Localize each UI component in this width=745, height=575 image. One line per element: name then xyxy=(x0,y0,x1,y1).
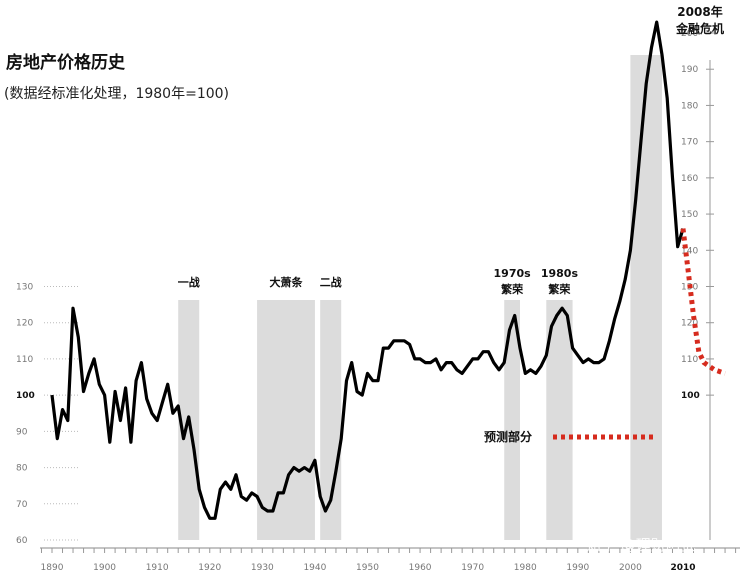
watermark: 知乎 @理财阿批 xyxy=(586,536,696,554)
band-2 xyxy=(320,300,342,540)
x-tick-1980: 1980 xyxy=(514,563,537,573)
y-tick-90: 90 xyxy=(16,427,28,437)
band-label-3-1: 繁荣 xyxy=(500,282,524,296)
band-label-2-0: 二战 xyxy=(320,275,342,289)
y-tick-110: 110 xyxy=(16,355,33,365)
right-tick-150: 150 xyxy=(681,210,698,220)
x-tick-1900: 1900 xyxy=(93,563,116,573)
band-label-3-0: 1970s xyxy=(494,267,532,280)
x-tick-1950: 1950 xyxy=(356,563,379,573)
right-tick-160: 160 xyxy=(681,174,698,184)
x-tick-2000: 2000 xyxy=(619,563,642,573)
x-tick-1930: 1930 xyxy=(251,563,274,573)
forecast-legend-label: 预测部分 xyxy=(484,429,532,444)
y-tick-80: 80 xyxy=(16,464,28,474)
band-label-0-0: 一战 xyxy=(178,275,200,289)
crisis-label-1: 金融危机 xyxy=(675,21,724,36)
x-tick-1940: 1940 xyxy=(303,563,326,573)
band-5 xyxy=(630,55,662,540)
right-tick-110: 110 xyxy=(681,355,698,365)
y-tick-120: 120 xyxy=(16,319,33,329)
x-tick-1960: 1960 xyxy=(409,563,432,573)
y-tick-60: 60 xyxy=(16,536,28,546)
band-label-4-1: 繁荣 xyxy=(547,282,571,296)
x-tick-1890: 1890 xyxy=(41,563,64,573)
x-tick-1970: 1970 xyxy=(461,563,484,573)
right-tick-140: 140 xyxy=(681,246,698,256)
y-tick-70: 70 xyxy=(16,500,28,510)
band-label-1-0: 大萧条 xyxy=(269,275,303,289)
band-1 xyxy=(257,300,315,540)
right-tick-120: 120 xyxy=(681,319,698,329)
chart-title: 房地产价格历史 xyxy=(6,52,126,73)
right-tick-180: 180 xyxy=(681,101,698,111)
right-tick-170: 170 xyxy=(681,138,698,148)
x-tick-1910: 1910 xyxy=(146,563,169,573)
crisis-label-0: 2008年 xyxy=(677,4,722,19)
x-tick-2010: 2010 xyxy=(670,563,695,573)
y-tick-130: 130 xyxy=(16,283,33,293)
x-tick-1920: 1920 xyxy=(198,563,221,573)
right-tick-190: 190 xyxy=(681,65,698,75)
period-bands xyxy=(178,55,662,540)
band-3 xyxy=(504,300,520,540)
band-label-4-0: 1980s xyxy=(541,267,579,280)
chart-subtitle: (数据经标准化处理，1980年=100) xyxy=(4,86,229,102)
x-tick-1990: 1990 xyxy=(566,563,589,573)
price-line xyxy=(50,20,685,520)
series-layer xyxy=(50,20,726,520)
y-tick-100: 100 xyxy=(16,391,35,401)
forecast-line xyxy=(680,228,726,376)
right-tick-200: 200 xyxy=(681,29,698,39)
axes: 6070809010011012013010011012013014015016… xyxy=(16,29,740,573)
right-tick-100: 100 xyxy=(681,391,700,401)
